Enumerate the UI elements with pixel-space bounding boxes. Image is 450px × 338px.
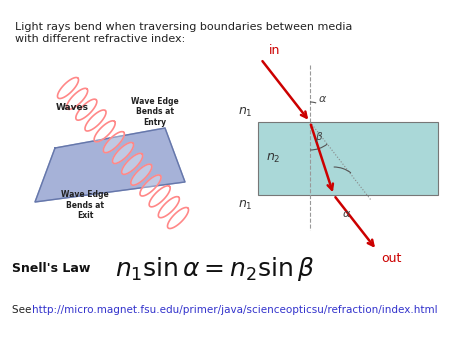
Text: $\alpha$: $\alpha$ bbox=[342, 209, 351, 219]
Polygon shape bbox=[67, 88, 88, 109]
Text: Snell's Law: Snell's Law bbox=[12, 262, 90, 275]
Text: Light rays bend when traversing boundaries between media
with different refracti: Light rays bend when traversing boundari… bbox=[15, 22, 352, 44]
Polygon shape bbox=[58, 77, 78, 98]
Text: Wave Edge
Bends at
Entry: Wave Edge Bends at Entry bbox=[131, 97, 179, 127]
Bar bbox=[258, 122, 438, 195]
Polygon shape bbox=[140, 175, 161, 196]
Polygon shape bbox=[85, 110, 106, 131]
Text: Wave Edge
Bends at
Exit: Wave Edge Bends at Exit bbox=[61, 190, 109, 220]
Polygon shape bbox=[158, 197, 180, 218]
Polygon shape bbox=[104, 132, 124, 153]
Text: $n_1$: $n_1$ bbox=[238, 105, 253, 119]
Polygon shape bbox=[76, 99, 97, 120]
Polygon shape bbox=[149, 186, 170, 207]
Text: $n_1$: $n_1$ bbox=[238, 198, 253, 212]
Text: http://micro.magnet.fsu.edu/primer/java/scienceopticsu/refraction/index.html: http://micro.magnet.fsu.edu/primer/java/… bbox=[32, 305, 437, 315]
Text: See: See bbox=[12, 305, 35, 315]
Text: $n_2$: $n_2$ bbox=[266, 152, 280, 165]
Polygon shape bbox=[35, 128, 185, 202]
Polygon shape bbox=[167, 208, 189, 228]
Text: out: out bbox=[381, 252, 401, 265]
Text: in: in bbox=[269, 44, 280, 57]
Text: Waves: Waves bbox=[55, 103, 89, 113]
Text: $n_1 \sin\alpha = n_2 \sin\beta$: $n_1 \sin\alpha = n_2 \sin\beta$ bbox=[115, 255, 315, 283]
Text: $\beta$: $\beta$ bbox=[315, 130, 323, 144]
Polygon shape bbox=[122, 153, 143, 174]
Text: $\alpha$: $\alpha$ bbox=[318, 94, 327, 104]
Polygon shape bbox=[112, 143, 134, 164]
Polygon shape bbox=[131, 164, 152, 185]
Polygon shape bbox=[94, 121, 115, 142]
